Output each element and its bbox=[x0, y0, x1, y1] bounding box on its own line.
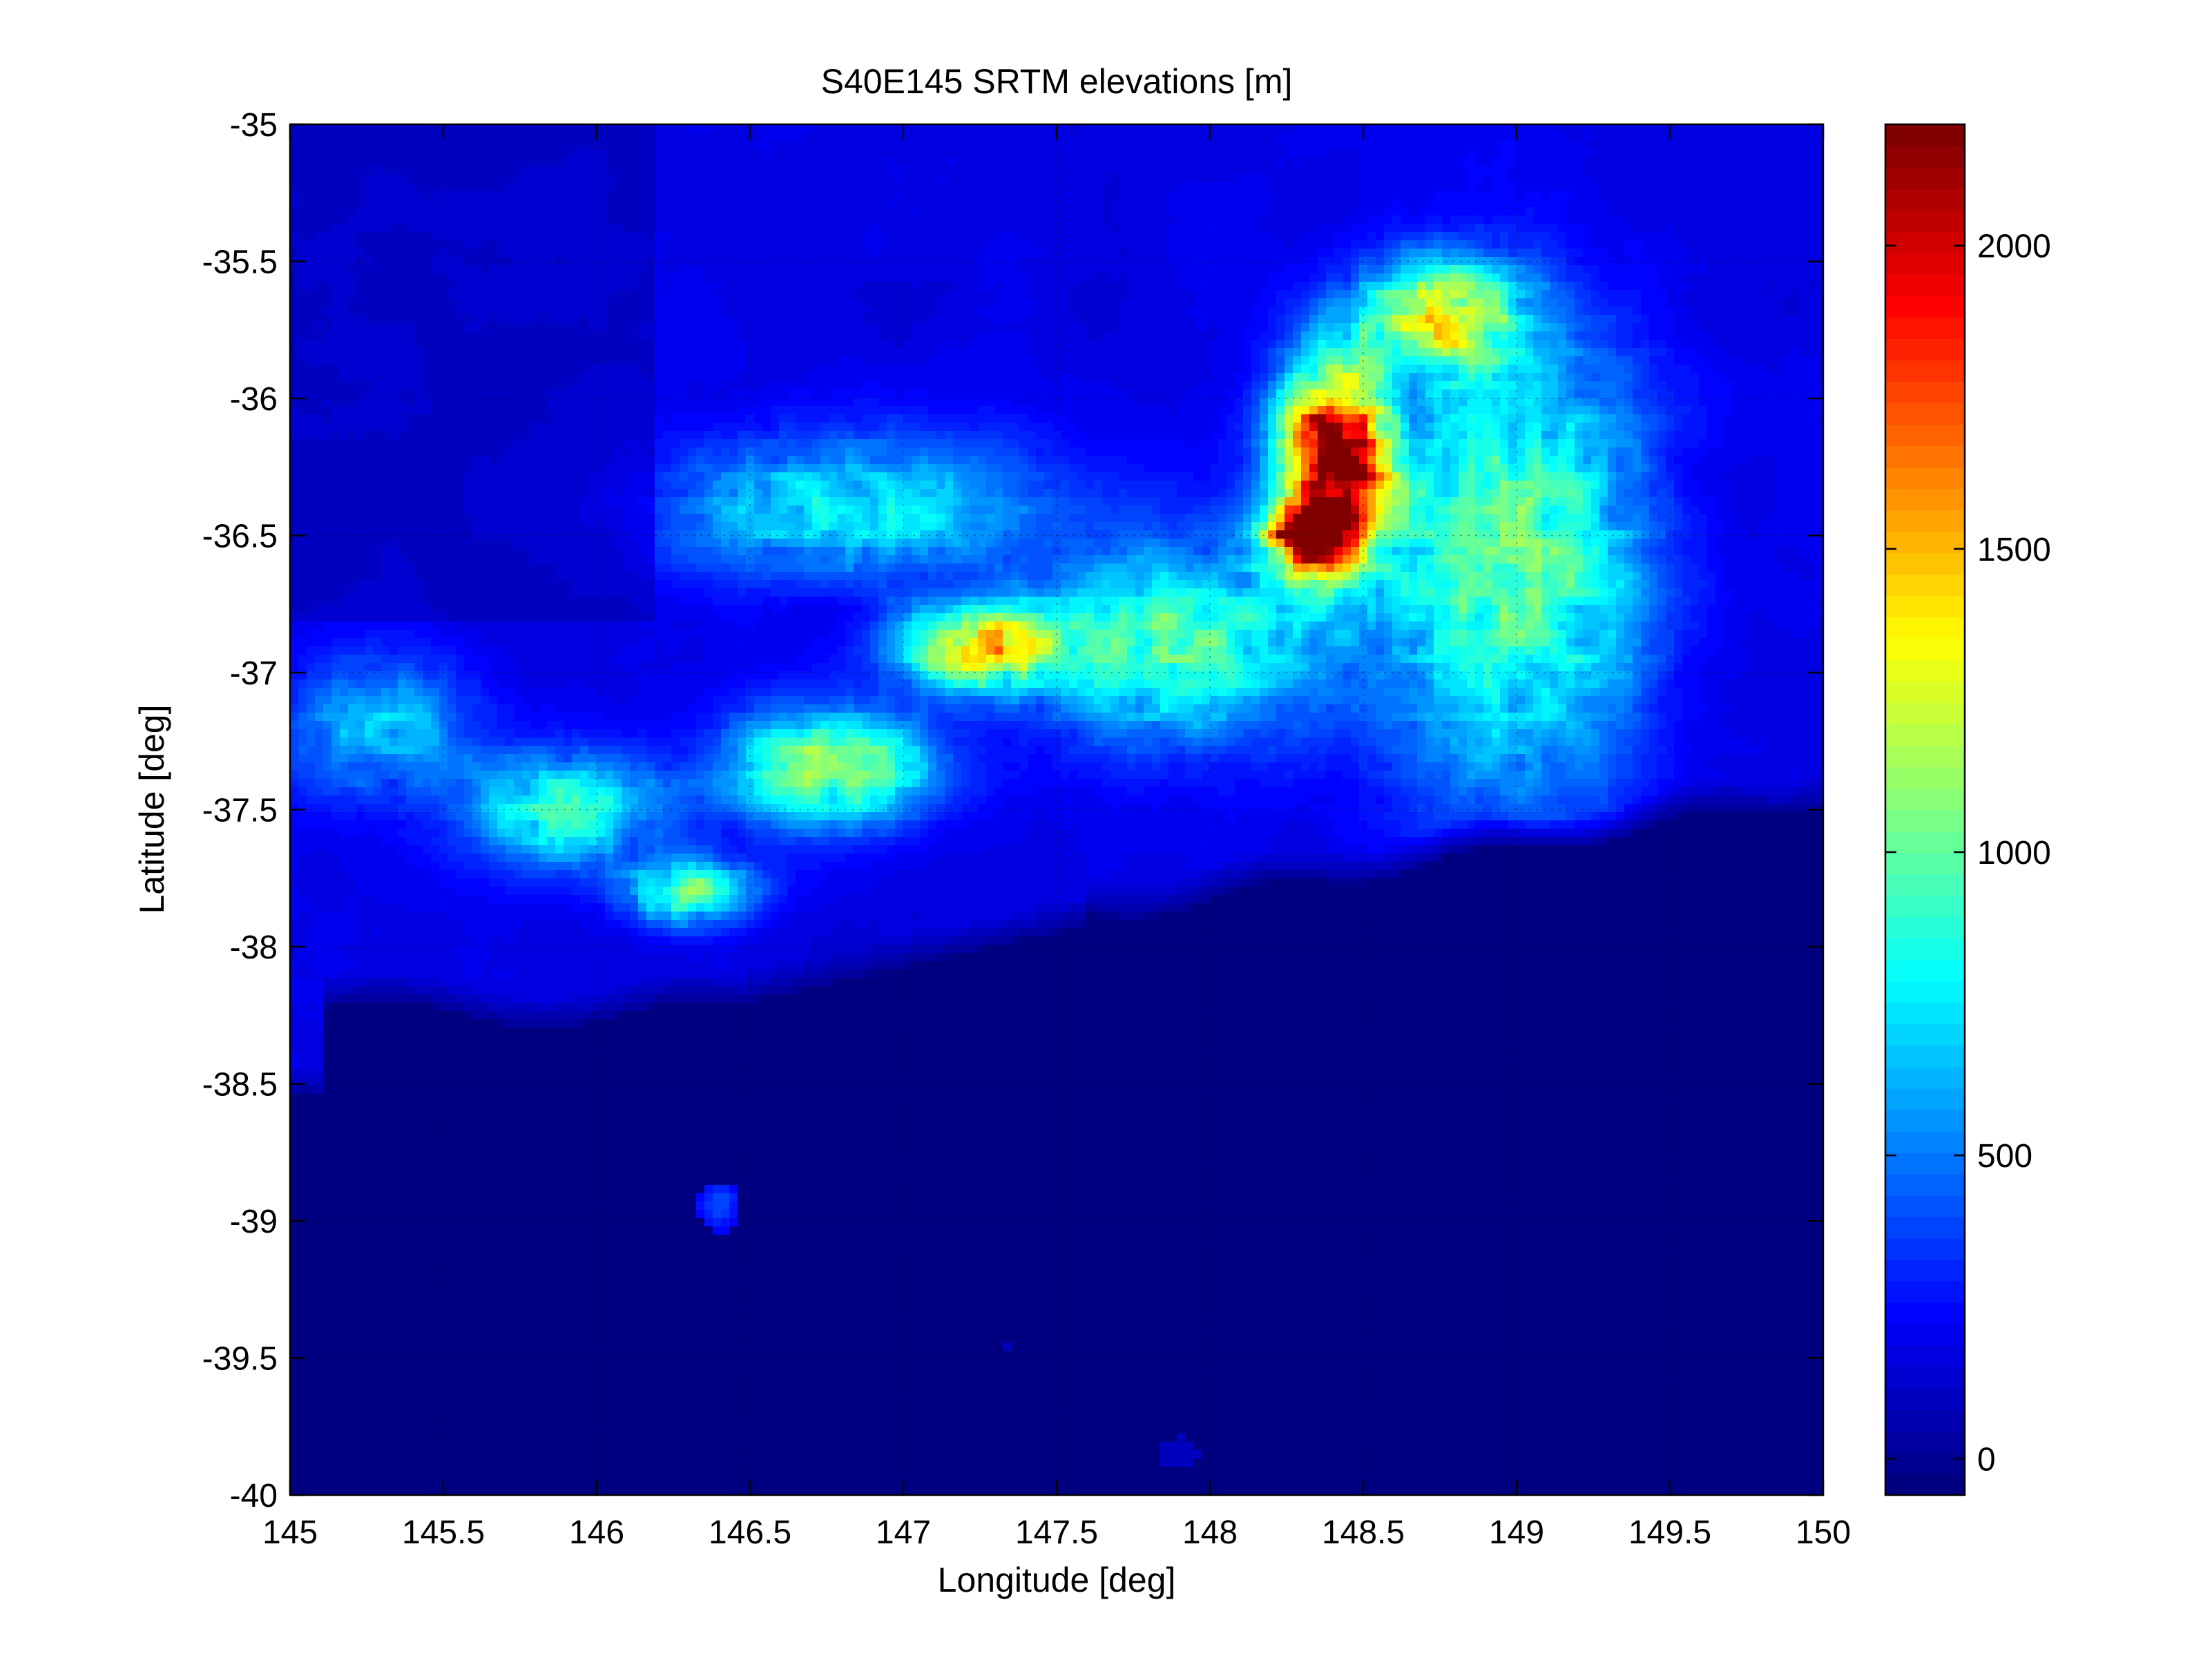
colorbar-swatch bbox=[1885, 1110, 1965, 1132]
x-tick-label: 148.5 bbox=[1322, 1514, 1405, 1551]
colorbar-swatch bbox=[1885, 617, 1965, 639]
y-tick-label: -37.5 bbox=[202, 793, 278, 829]
colorbar-tick-label: 500 bbox=[1977, 1138, 2032, 1175]
colorbar-swatch bbox=[1885, 552, 1965, 575]
colorbar-swatch bbox=[1885, 853, 1965, 875]
y-tick-label: -36 bbox=[230, 381, 278, 418]
y-tick-label: -36.5 bbox=[202, 519, 278, 555]
colorbar-swatch bbox=[1885, 1302, 1965, 1324]
y-tick-label: -37 bbox=[230, 655, 278, 692]
colorbar-swatch bbox=[1885, 1024, 1965, 1046]
x-tick-label: 150 bbox=[1796, 1514, 1851, 1551]
colorbar-swatch bbox=[1885, 1367, 1965, 1389]
colorbar-swatch bbox=[1885, 960, 1965, 982]
colorbar-swatch bbox=[1885, 831, 1965, 854]
colorbar-swatch bbox=[1885, 146, 1965, 168]
colorbar-swatch bbox=[1885, 445, 1965, 467]
x-tick-label: 147 bbox=[876, 1514, 931, 1551]
colorbar-swatch bbox=[1885, 917, 1965, 939]
colorbar-swatch bbox=[1885, 874, 1965, 896]
colorbar-swatch bbox=[1885, 1131, 1965, 1153]
colorbar-swatch bbox=[1885, 510, 1965, 532]
x-tick-label: 145 bbox=[262, 1514, 318, 1551]
colorbar-swatch bbox=[1885, 403, 1965, 425]
y-axis-label: Latitude [deg] bbox=[133, 704, 171, 914]
colorbar-swatch bbox=[1885, 702, 1965, 724]
colorbar-swatch bbox=[1885, 360, 1965, 382]
chart-title: S40E145 SRTM elevations [m] bbox=[821, 62, 1293, 101]
colorbar-swatch bbox=[1885, 595, 1965, 617]
colorbar-swatch bbox=[1885, 938, 1965, 961]
x-tick-label: 146 bbox=[569, 1514, 624, 1551]
colorbar-swatch bbox=[1885, 788, 1965, 810]
colorbar-swatch bbox=[1885, 488, 1965, 510]
y-tick-label: -39.5 bbox=[202, 1341, 278, 1378]
x-tick-label: 149 bbox=[1489, 1514, 1544, 1551]
y-tick-label: -38.5 bbox=[202, 1067, 278, 1103]
colorbar-swatch bbox=[1885, 745, 1965, 767]
colorbar-swatch bbox=[1885, 167, 1965, 189]
colorbar-swatch bbox=[1885, 810, 1965, 832]
colorbar-swatch bbox=[1885, 1431, 1965, 1453]
colorbar-swatch bbox=[1885, 424, 1965, 446]
colorbar-swatch bbox=[1885, 1474, 1965, 1496]
colorbar-swatch bbox=[1885, 1088, 1965, 1110]
colorbar-swatch bbox=[1885, 981, 1965, 1003]
colorbar-swatch bbox=[1885, 189, 1965, 211]
colorbar-tick-labels: 0 500 1000 1500 2000 bbox=[1977, 229, 2051, 1478]
colorbar-swatch bbox=[1885, 1045, 1965, 1068]
colorbar-swatch bbox=[1885, 531, 1965, 553]
colorbar-swatch bbox=[1885, 659, 1965, 682]
colorbar-swatch bbox=[1885, 317, 1965, 339]
colorbar-tick-label: 1500 bbox=[1977, 532, 2051, 568]
colorbar-swatch bbox=[1885, 1260, 1965, 1282]
colorbar-swatch bbox=[1885, 1174, 1965, 1196]
colorbar-swatch bbox=[1885, 381, 1965, 403]
x-tick-label: 145.5 bbox=[402, 1514, 485, 1551]
colorbar-swatch bbox=[1885, 1003, 1965, 1025]
colorbar-swatch bbox=[1885, 574, 1965, 596]
colorbar-swatch bbox=[1885, 124, 1965, 146]
colorbar-swatch bbox=[1885, 896, 1965, 918]
colorbar-swatch bbox=[1885, 210, 1965, 232]
x-tick-label: 147.5 bbox=[1015, 1514, 1098, 1551]
colorbar-swatch bbox=[1885, 1388, 1965, 1410]
colorbar-swatch bbox=[1885, 274, 1965, 296]
colorbar-swatch bbox=[1885, 296, 1965, 318]
y-tick-label: -35 bbox=[230, 107, 278, 144]
y-tick-label: -35.5 bbox=[202, 244, 278, 281]
x-tick-label: 148 bbox=[1182, 1514, 1238, 1551]
colorbar-tick-label: 1000 bbox=[1977, 835, 2051, 871]
colorbar-swatch bbox=[1885, 1452, 1965, 1474]
colorbar-swatch bbox=[1885, 681, 1965, 703]
colorbar-swatch bbox=[1885, 1409, 1965, 1432]
colorbar-swatch bbox=[1885, 1345, 1965, 1367]
x-axis-label: Longitude [deg] bbox=[938, 1561, 1176, 1599]
colorbar-swatch bbox=[1885, 1324, 1965, 1346]
y-tick-label: -38 bbox=[230, 929, 278, 966]
colorbar-swatch bbox=[1885, 638, 1965, 660]
colorbar-swatch bbox=[1885, 231, 1965, 253]
colorbar-swatch bbox=[1885, 1217, 1965, 1239]
colorbar-swatch bbox=[1885, 1195, 1965, 1217]
colorbar-swatch bbox=[1885, 1238, 1965, 1260]
y-tick-label: -39 bbox=[230, 1204, 278, 1240]
colorbar-swatch bbox=[1885, 724, 1965, 746]
colorbar bbox=[1885, 124, 1965, 1496]
x-tick-label: 149.5 bbox=[1628, 1514, 1711, 1551]
colorbar-swatch bbox=[1885, 767, 1965, 789]
colorbar-swatch bbox=[1885, 1281, 1965, 1303]
y-tick-labels: -35 -35.5 -36 -36.5 -37 -37.5 -38 -38.5 -39 -39.5… bbox=[202, 107, 278, 1514]
colorbar-swatch bbox=[1885, 338, 1965, 360]
colorbar-tick-label: 0 bbox=[1977, 1441, 1996, 1478]
colorbar-swatch bbox=[1885, 253, 1965, 275]
colorbar-swatch bbox=[1885, 1067, 1965, 1089]
x-tick-label: 146.5 bbox=[709, 1514, 791, 1551]
colorbar-tick-label: 2000 bbox=[1977, 229, 2051, 265]
colorbar-swatch bbox=[1885, 467, 1965, 489]
x-tick-labels: 145 145.5 146 146.5 147 147.5 148 148.5 149 149.5… bbox=[262, 1514, 1851, 1551]
colorbar-swatch bbox=[1885, 1153, 1965, 1175]
y-tick-label: -40 bbox=[230, 1478, 278, 1514]
